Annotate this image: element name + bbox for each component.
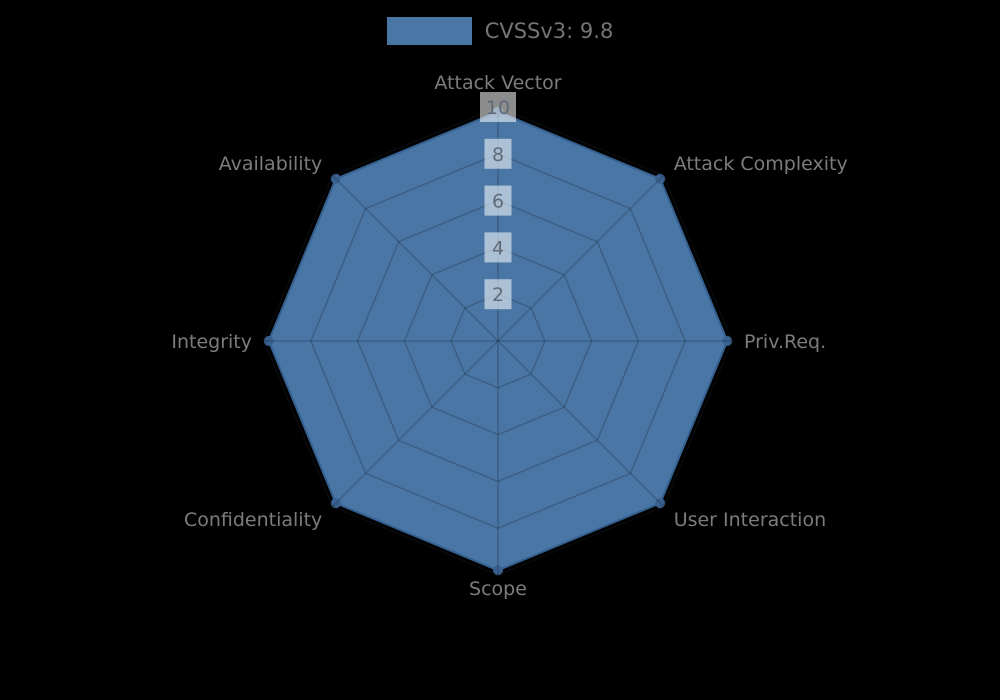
axis-label-confidentiality: Confidentiality: [184, 509, 322, 531]
data-point-4: [493, 565, 503, 576]
tick-label-4: 4: [492, 237, 504, 259]
axis-label-scope: Scope: [469, 578, 527, 600]
tick-backdrop-6: [484, 185, 512, 216]
tick-label-10: 10: [486, 97, 510, 119]
radar-tick-labels: 2 4 6 8 10: [480, 92, 516, 310]
grid-ring-10: [263, 106, 733, 576]
grid-ring-2: [450, 293, 546, 389]
tick-backdrop-2: [484, 279, 512, 310]
axis-label-availability: Availability: [219, 153, 323, 175]
tick-backdrop-8: [484, 138, 512, 169]
grid-axis-line: [497, 340, 665, 508]
radar-data-series: [263, 106, 733, 576]
radar-axis-labels: Attack Vector Attack Complexity Priv.Req. U…: [171, 72, 847, 600]
radar-grid: [263, 106, 733, 576]
legend-item-cvssv3[interactable]: CVSSv3: 9.8: [386, 17, 614, 45]
tick-backdrop-4: [484, 232, 512, 263]
tick-label-8: 8: [492, 144, 504, 166]
axis-label-user-interaction: User Interaction: [674, 509, 826, 531]
legend-swatch: [386, 17, 472, 45]
legend-label: CVSSv3: 9.8: [484, 19, 614, 43]
axis-label-attack-vector: Attack Vector: [434, 72, 561, 94]
tick-label-2: 2: [492, 284, 504, 306]
tick-label-6: 6: [492, 191, 504, 213]
grid-ring-4: [403, 246, 593, 436]
grid-axis-line: [331, 340, 499, 508]
data-point-2: [722, 336, 733, 346]
tick-backdrop-10: [480, 92, 516, 122]
axis-label-attack-complexity: Attack Complexity: [674, 153, 848, 175]
data-point-7: [330, 173, 341, 184]
axis-label-priv-req: Priv.Req.: [744, 331, 826, 353]
grid-ring-8: [309, 152, 687, 530]
data-point-3: [655, 498, 666, 509]
grid-ring-6: [356, 199, 640, 483]
data-point-6: [263, 336, 274, 346]
data-point-5: [330, 498, 341, 509]
axis-label-integrity: Integrity: [171, 331, 252, 353]
grid-axis-line: [331, 174, 499, 342]
data-point-1: [655, 173, 666, 184]
grid-axis-line: [497, 174, 665, 342]
chart-legend: CVSSv3: 9.8: [0, 17, 1000, 45]
